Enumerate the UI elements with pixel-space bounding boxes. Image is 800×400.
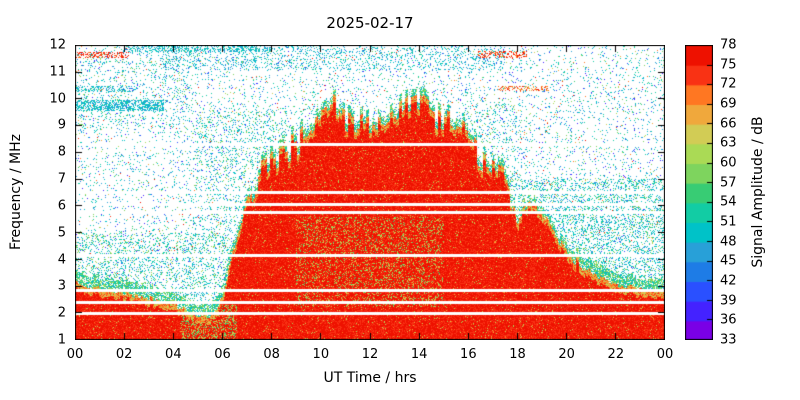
x-tick-label: 00 — [656, 347, 674, 362]
colorbar-canvas — [685, 45, 713, 340]
y-tick-label: 8 — [57, 144, 66, 160]
y-tick-label: 2 — [57, 305, 66, 321]
y-tick-label: 10 — [49, 91, 66, 107]
colorbar-tick-label: 39 — [720, 293, 737, 309]
colorbar-tick-label: 54 — [720, 194, 737, 210]
x-tick-label: 10 — [312, 347, 330, 362]
x-tick-label: 22 — [607, 347, 625, 362]
colorbar-tick-label: 42 — [720, 273, 737, 289]
colorbar-tick-label: 45 — [720, 253, 737, 269]
x-tick-label: 06 — [214, 347, 231, 362]
x-tick-label: 14 — [410, 347, 428, 362]
chart-title: 2025-02-17 — [326, 14, 414, 32]
y-tick-label: 6 — [57, 198, 66, 214]
x-tick-label: 08 — [263, 347, 280, 362]
y-tick-label: 12 — [49, 37, 66, 53]
y-axis-label: Frequency / MHz — [8, 134, 24, 250]
colorbar-tick-label: 57 — [720, 175, 737, 191]
colorbar-tick-label: 75 — [720, 57, 737, 73]
colorbar-tick-label: 60 — [720, 155, 737, 171]
colorbar-label: Signal Amplitude / dB — [750, 116, 766, 268]
x-tick-label: 00 — [66, 347, 84, 362]
y-tick-label: 9 — [57, 117, 66, 133]
x-tick-label: 12 — [361, 347, 379, 362]
colorbar-tick-label: 51 — [720, 214, 737, 230]
x-tick-label: 02 — [115, 347, 133, 362]
colorbar-tick-label: 78 — [720, 37, 737, 53]
y-tick-label: 5 — [57, 225, 66, 241]
spectrogram-canvas — [75, 45, 665, 340]
y-tick-label: 3 — [57, 278, 66, 294]
y-tick-label: 4 — [57, 252, 66, 268]
colorbar-tick-label: 48 — [720, 234, 737, 250]
x-axis-label: UT Time / hrs — [323, 370, 417, 386]
x-tick-label: 20 — [558, 347, 575, 362]
colorbar-tick-label: 72 — [720, 76, 737, 92]
colorbar-tick-label: 33 — [720, 332, 737, 348]
colorbar-tick-label: 69 — [720, 96, 737, 112]
y-tick-label: 1 — [57, 332, 66, 348]
colorbar-tick-label: 36 — [720, 312, 737, 328]
y-tick-label: 11 — [49, 64, 66, 80]
x-tick-label: 04 — [165, 347, 182, 362]
colorbar-tick-label: 63 — [720, 135, 737, 151]
colorbar-tick-label: 66 — [720, 116, 737, 132]
x-tick-label: 16 — [460, 347, 477, 362]
y-tick-label: 7 — [57, 171, 66, 187]
x-tick-label: 18 — [509, 347, 526, 362]
